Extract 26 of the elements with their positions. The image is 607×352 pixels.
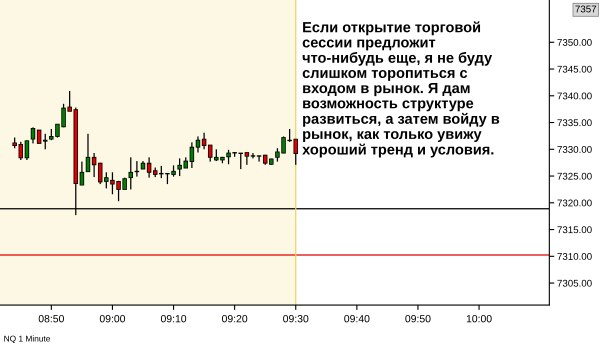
x-tick-label: 09:10 bbox=[160, 315, 186, 322]
y-tick-label: 7315.00 bbox=[557, 226, 592, 234]
y-tick-label: 7345.00 bbox=[557, 66, 592, 73]
candlestick bbox=[275, 148, 280, 162]
x-tick-label: 10:00 bbox=[466, 315, 492, 322]
x-tick-label: 09:20 bbox=[222, 315, 248, 322]
candlestick bbox=[86, 133, 90, 172]
candlestick bbox=[30, 126, 36, 144]
x-tick-label: 09:00 bbox=[100, 315, 126, 322]
y-tick-label: 7330.00 bbox=[557, 146, 592, 153]
y-tick-label: 7340.00 bbox=[557, 92, 592, 100]
y-tick-label: 7320.00 bbox=[557, 200, 592, 206]
candlestick bbox=[128, 156, 134, 190]
text: NQ 1 Minute bbox=[4, 335, 50, 344]
x-tick-label: 09:40 bbox=[344, 315, 370, 322]
candlestick bbox=[171, 164, 176, 178]
y-tick-label: 7350.00 bbox=[557, 39, 592, 46]
x-tick-label: 09:50 bbox=[405, 315, 431, 322]
y-tick-label: 7310.00 bbox=[557, 253, 592, 260]
y-tick-label: 7335.00 bbox=[557, 119, 592, 126]
y-tick-label: 7305.00 bbox=[557, 280, 592, 287]
text: 7357 bbox=[575, 6, 596, 12]
x-tick-label: 08:50 bbox=[38, 315, 64, 322]
text: Если открытие торговой сессии предложит что-нибудь еще, я не буду слишком торопиться с входом в рынок. Я дам возможность структуре развиться, а затем войду в рынок, как только увижу хороший тренд и условия. bbox=[302, 21, 500, 158]
x-tick-label: 09:30 bbox=[283, 315, 308, 322]
y-tick-label: 7325.00 bbox=[557, 172, 592, 180]
